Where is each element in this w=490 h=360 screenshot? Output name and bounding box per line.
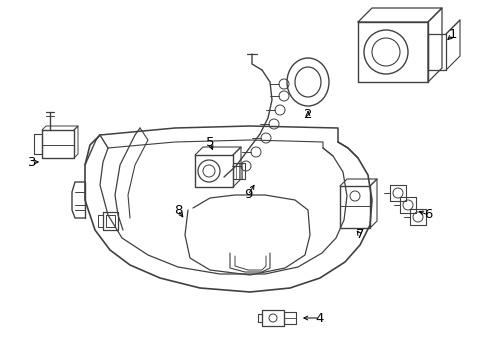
Text: 3: 3 <box>28 156 36 168</box>
Text: 1: 1 <box>449 28 457 41</box>
Text: 8: 8 <box>174 203 182 216</box>
Text: 5: 5 <box>206 136 214 149</box>
Text: 4: 4 <box>316 311 324 324</box>
Text: 9: 9 <box>244 189 252 202</box>
Text: 2: 2 <box>304 108 312 122</box>
Text: 7: 7 <box>356 229 364 242</box>
Text: 6: 6 <box>424 208 432 221</box>
